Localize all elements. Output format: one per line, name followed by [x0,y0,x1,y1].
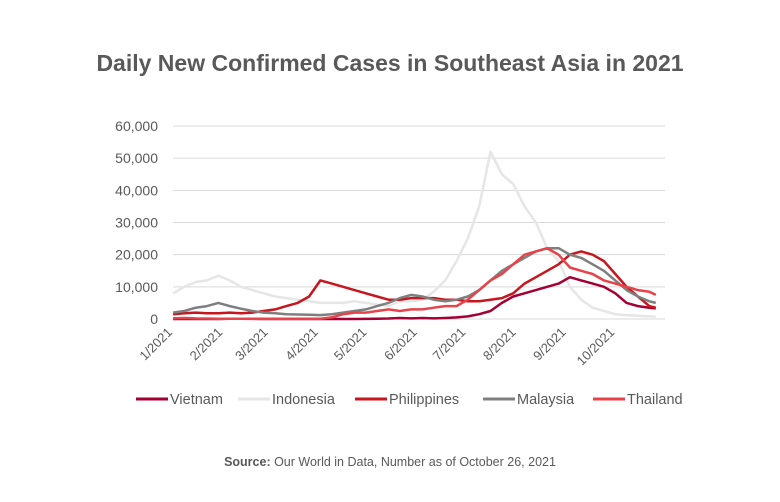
legend-label-thailand: Thailand [627,392,683,408]
series-line-indonesia [172,150,656,318]
legend-label-philippines: Philippines [389,392,459,408]
y-tick-label: 50,000 [115,150,158,166]
y-tick-label: 60,000 [115,118,158,134]
y-tick-label: 0 [150,311,158,327]
x-tick-label: 1/2021 [136,325,175,364]
series-line-malaysia [172,246,657,317]
x-tick-label: 5/2021 [331,325,370,364]
x-tick-label: 3/2021 [232,325,271,364]
source-label: Source: [224,455,271,469]
y-tick-label: 40,000 [115,182,158,198]
y-tick-label: 30,000 [115,215,158,231]
source-text: Our World in Data, Number as of October … [270,455,556,469]
x-tick-label: 8/2021 [480,325,519,364]
legend-label-indonesia: Indonesia [272,392,336,408]
x-tick-label: 6/2021 [381,325,420,364]
legend-label-malaysia: Malaysia [517,392,575,408]
source-note: Source: Our World in Data, Number as of … [0,455,780,469]
x-tick-label: 2/2021 [187,325,226,364]
legend-label-vietnam: Vietnam [170,392,223,408]
x-tick-label: 9/2021 [530,325,569,364]
series-line-philippines [172,250,657,316]
y-tick-label: 10,000 [115,279,158,295]
y-tick-label: 20,000 [115,247,158,263]
x-tick-label: 7/2021 [430,325,469,364]
series-line-thailand [172,246,657,320]
chart-title: Daily New Confirmed Cases in Southeast A… [96,50,684,76]
x-tick-label: 10/2021 [574,325,618,369]
x-tick-label: 4/2021 [282,325,321,364]
